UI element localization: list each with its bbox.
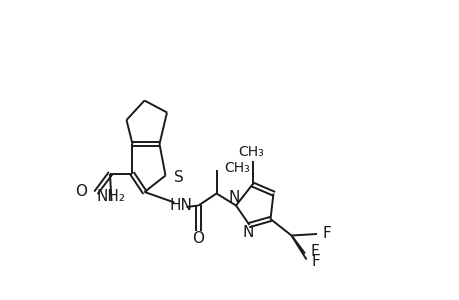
- Text: O: O: [192, 231, 204, 246]
- Text: F: F: [311, 254, 320, 268]
- Text: CH₃: CH₃: [238, 145, 263, 158]
- Text: NH₂: NH₂: [97, 189, 126, 204]
- Text: F: F: [322, 226, 330, 242]
- Text: N: N: [242, 225, 253, 240]
- Text: N: N: [228, 190, 240, 206]
- Text: S: S: [174, 169, 183, 184]
- Text: F: F: [310, 244, 319, 260]
- Text: CH₃: CH₃: [224, 161, 249, 175]
- Text: O: O: [75, 184, 87, 200]
- Text: HN: HN: [169, 198, 191, 213]
